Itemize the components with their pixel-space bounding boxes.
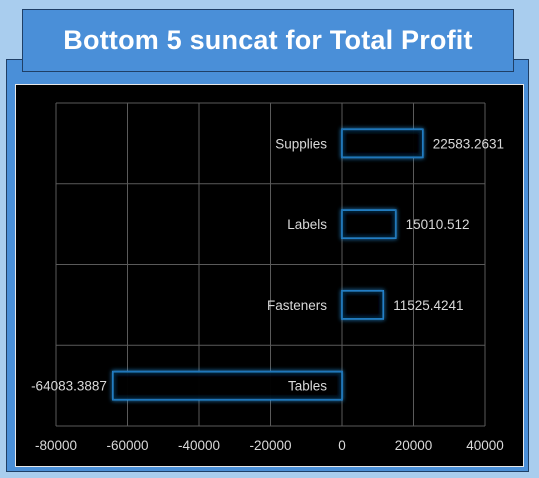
- x-tick-label: 20000: [395, 438, 433, 453]
- chart-title-box: Bottom 5 suncat for Total Profit: [22, 9, 514, 72]
- category-label: Labels: [287, 217, 327, 232]
- bar: [341, 290, 385, 320]
- category-label: Supplies: [275, 136, 327, 151]
- x-tick-label: -80000: [35, 438, 77, 453]
- data-label: 22583.2631: [433, 136, 504, 151]
- bar-outline: [112, 371, 343, 401]
- data-label: -64083.3887: [31, 379, 107, 394]
- x-tick-label: 0: [338, 438, 346, 453]
- data-label: 15010.512: [406, 217, 470, 232]
- chart-title: Bottom 5 suncat for Total Profit: [63, 25, 473, 55]
- bar: [112, 370, 343, 401]
- bar: [341, 128, 424, 159]
- bar-outline: [341, 209, 397, 239]
- data-label: 11525.4241: [393, 298, 463, 313]
- category-label: Fasteners: [267, 298, 327, 313]
- x-tick-label: -40000: [178, 438, 220, 453]
- plot-panel: [15, 84, 524, 467]
- category-label: Tables: [288, 379, 327, 394]
- x-tick-label: -60000: [106, 438, 148, 453]
- bar-outline: [341, 128, 424, 158]
- bar-outline: [341, 290, 384, 320]
- x-tick-label: -20000: [249, 438, 291, 453]
- bar: [341, 209, 397, 239]
- x-tick-label: 40000: [466, 438, 504, 453]
